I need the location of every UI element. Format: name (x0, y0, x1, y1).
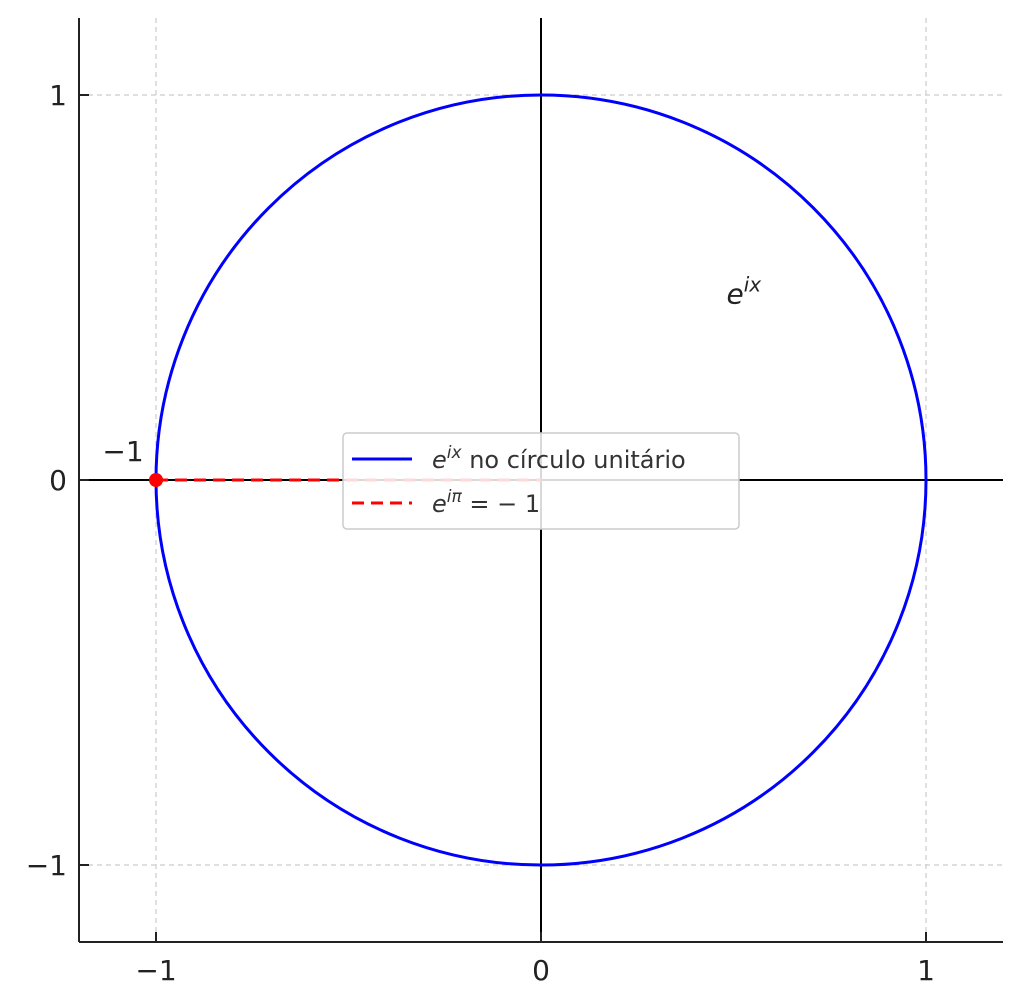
annotation-sup: ix (744, 273, 762, 297)
point-minus-one (149, 473, 163, 487)
x-tick-label-0: −1 (135, 954, 176, 987)
annotations: −1 eix (102, 273, 761, 469)
point-label: −1 (102, 435, 143, 468)
annotation-base: e (727, 278, 744, 311)
y-tick-label-1: 0 (49, 464, 67, 497)
legend-entry-segment: eiπ = − 1 (432, 487, 540, 518)
x-tick-label-2: 1 (917, 954, 935, 987)
annotation-eix: eix (727, 273, 762, 311)
ticks: −1 0 1 −1 0 1 (26, 79, 935, 987)
legend: eix no círculo unitário eiπ = − 1 (342, 432, 740, 530)
y-tick-label-2: 1 (49, 79, 67, 112)
legend-entry-circle: eix no círculo unitário (432, 443, 686, 474)
x-tick-label-1: 0 (532, 954, 550, 987)
y-tick-label-0: −1 (26, 849, 67, 882)
legend-box (342, 432, 740, 530)
